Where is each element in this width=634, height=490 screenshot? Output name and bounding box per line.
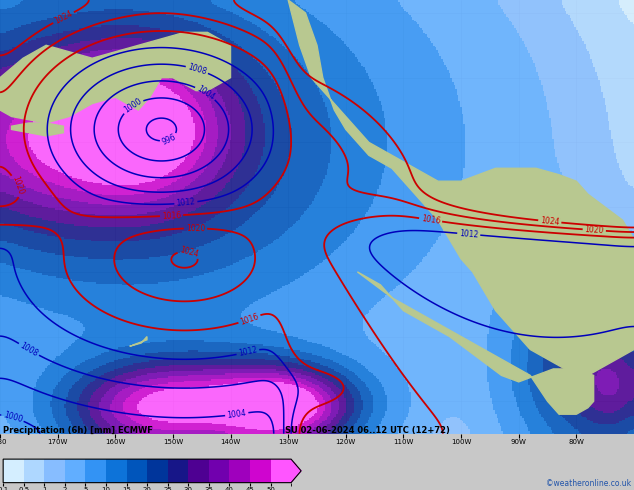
- Polygon shape: [288, 0, 634, 375]
- Text: 1012: 1012: [459, 229, 479, 240]
- Text: 1020: 1020: [186, 224, 205, 233]
- Text: 1016: 1016: [239, 312, 260, 326]
- Text: 1024: 1024: [53, 9, 74, 26]
- Polygon shape: [358, 272, 593, 414]
- Text: 1004: 1004: [226, 409, 247, 420]
- Text: 1004: 1004: [195, 84, 216, 102]
- Text: Precipitation (6h) [mm] ECMWF: Precipitation (6h) [mm] ECMWF: [3, 426, 153, 435]
- Text: 1020: 1020: [10, 175, 25, 196]
- Text: 1016: 1016: [162, 211, 181, 220]
- Text: 1016: 1016: [420, 214, 441, 226]
- Text: 1024: 1024: [179, 245, 200, 259]
- Polygon shape: [130, 337, 147, 346]
- Text: 1020: 1020: [585, 225, 604, 235]
- Text: ©weatheronline.co.uk: ©weatheronline.co.uk: [546, 479, 631, 488]
- Polygon shape: [0, 32, 231, 123]
- Polygon shape: [11, 123, 63, 136]
- PathPatch shape: [291, 459, 301, 483]
- Text: 1000: 1000: [122, 97, 143, 115]
- Text: 996: 996: [160, 132, 178, 147]
- Text: 1008: 1008: [18, 341, 39, 358]
- Text: 1024: 1024: [540, 216, 560, 227]
- Text: 1008: 1008: [186, 62, 207, 76]
- Text: 1012: 1012: [238, 345, 258, 358]
- Text: SU 02-06-2024 06..12 UTC (12+72): SU 02-06-2024 06..12 UTC (12+72): [285, 426, 450, 435]
- Text: 1012: 1012: [176, 197, 196, 208]
- Text: 1000: 1000: [2, 410, 23, 424]
